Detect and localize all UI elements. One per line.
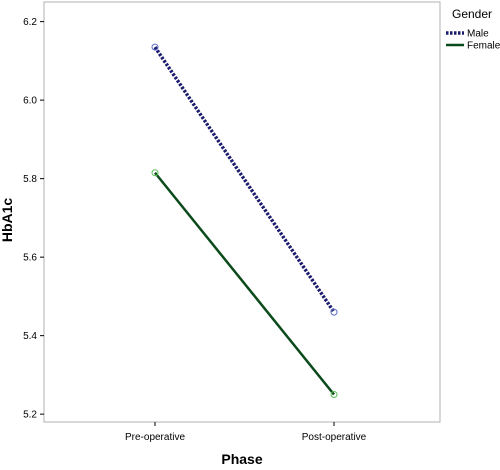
series-lines — [153, 46, 336, 396]
data-markers — [151, 43, 338, 399]
series-line-male — [153, 46, 336, 314]
y-axis-title: HbA1c — [0, 198, 15, 243]
x-tick-label: Post-operative — [302, 432, 367, 443]
y-tick-label: 5.6 — [23, 253, 37, 264]
data-point-male-1 — [330, 308, 338, 316]
y-axis: 5.2 5.4 5.6 5.8 6.0 6.2 — [23, 17, 44, 421]
legend-label-female: Female — [467, 41, 500, 52]
x-tick-label: Pre-operative — [125, 432, 185, 443]
data-point-female-0 — [151, 169, 159, 177]
y-tick-label: 6.2 — [23, 17, 37, 28]
data-point-female-1 — [330, 391, 338, 399]
y-tick-label: 5.8 — [23, 174, 37, 185]
series-line-female — [154, 171, 335, 396]
y-tick-label: 5.4 — [23, 331, 37, 342]
plot-area — [43, 1, 441, 423]
x-axis-title: Phase — [221, 451, 262, 467]
legend-label-male: Male — [467, 29, 489, 40]
legend-title: Gender — [452, 7, 492, 21]
x-axis: Pre-operative Post-operative — [125, 422, 367, 443]
y-tick-label: 6.0 — [23, 96, 37, 107]
data-point-male-0 — [151, 43, 159, 51]
y-tick-label: 5.2 — [23, 410, 37, 421]
